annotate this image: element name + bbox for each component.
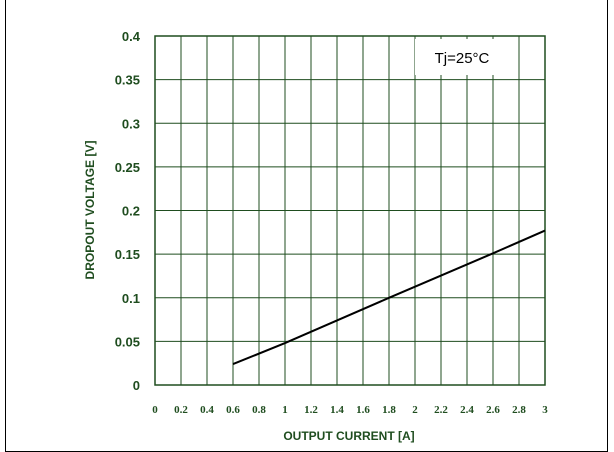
x-tick-labels: 0 0.2 0.4 0.6 0.8 1 1.2 1.4 1.6 1.8 2 2.2 2.4 2.6 2.8 3 (152, 404, 548, 416)
x-tick-label-10: 2 (412, 404, 418, 416)
y-tick-label-6: 0.3 (122, 116, 140, 131)
x-tick-label-1: 0.2 (174, 404, 188, 416)
y-tick-label-4: 0.2 (122, 204, 140, 219)
y-tick-label-3: 0.15 (115, 247, 140, 262)
x-tick-label-11: 2.2 (434, 404, 448, 416)
plot-area-border (154, 35, 546, 386)
series-layer (232, 229, 546, 366)
y-tick-label-2: 0.1 (122, 291, 140, 306)
x-tick-label-13: 2.6 (486, 404, 500, 416)
x-tick-label-7: 1.4 (330, 404, 344, 416)
series-line-0 (232, 229, 546, 366)
x-tick-label-12: 2.4 (460, 404, 474, 416)
x-tick-label-4: 0.8 (252, 404, 266, 416)
x-tick-label-5: 1 (282, 404, 288, 416)
grid (154, 35, 546, 386)
x-tick-label-9: 1.8 (382, 404, 396, 416)
y-tick-label-5: 0.25 (115, 160, 140, 175)
x-tick-label-14: 2.8 (512, 404, 526, 416)
x-tick-label-8: 1.6 (356, 404, 370, 416)
y-tick-label-1: 0.05 (115, 334, 140, 349)
annotation-box: Tj=25°C (415, 39, 509, 75)
y-tick-labels: 0 0.05 0.1 0.15 0.2 0.25 0.3 0.35 0.4 (115, 29, 141, 393)
x-tick-label-3: 0.6 (226, 404, 240, 416)
chart-frame (5, 0, 608, 452)
y-tick-label-7: 0.35 (115, 73, 140, 88)
x-tick-label-15: 3 (542, 404, 548, 416)
y-axis-label: DROPOUT VOLTAGE [V] (83, 141, 97, 280)
plot-border (154, 35, 546, 386)
x-tick-label-0: 0 (152, 404, 158, 416)
annotation-text: Tj=25°C (435, 50, 490, 67)
y-tick-label-8: 0.4 (122, 29, 141, 44)
x-tick-label-2: 0.4 (200, 404, 214, 416)
y-tick-label-0: 0 (133, 378, 140, 393)
x-tick-label-6: 1.2 (304, 404, 318, 416)
annotation-background (415, 39, 509, 75)
x-axis-label: OUTPUT CURRENT [A] (283, 429, 414, 443)
